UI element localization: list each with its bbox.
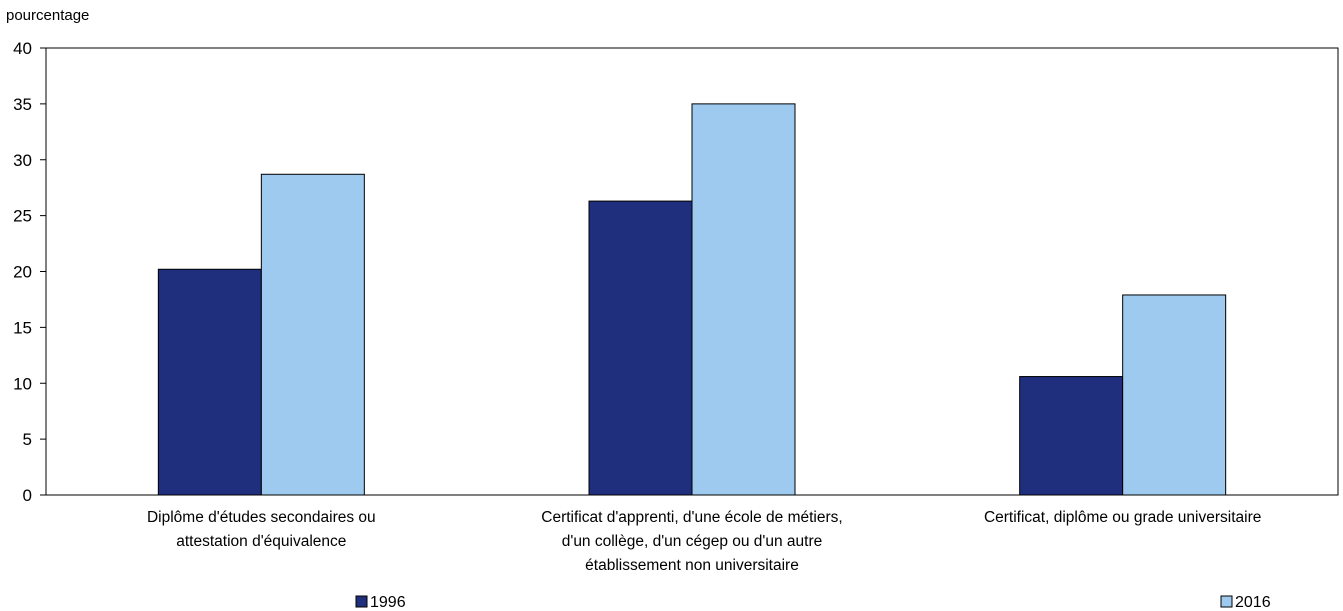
legend-label-1996: 1996 xyxy=(370,594,406,611)
y-tick-label: 20 xyxy=(13,263,32,282)
legend-swatch-1996 xyxy=(355,595,368,608)
y-axis-label: pourcentage xyxy=(6,7,89,24)
plot-area-frame xyxy=(45,47,1339,496)
y-axis-ticks: 0 5 10 15 20 25 30 35 40 xyxy=(13,39,46,505)
y-tick-label: 0 xyxy=(23,486,32,505)
bar-1996-3 xyxy=(1019,376,1124,496)
x-axis-category-labels: Diplôme d'études secondaires ou attestati… xyxy=(147,509,1261,574)
y-tick-label: 5 xyxy=(23,430,32,449)
x-category-label: Diplôme d'études secondaires ou xyxy=(147,509,376,526)
legend-swatch-2016 xyxy=(1220,595,1233,608)
bars xyxy=(157,103,1227,496)
y-tick-label: 30 xyxy=(13,151,32,170)
legend: 1996 2016 xyxy=(355,594,1271,611)
x-category-label: attestation d'équivalence xyxy=(176,533,346,550)
bar-2016-3 xyxy=(1122,294,1227,496)
y-tick-label: 10 xyxy=(13,374,32,393)
x-category-label: d'un collège, d'un cégep ou d'un autre xyxy=(562,533,823,550)
y-tick-label: 15 xyxy=(13,318,32,337)
legend-label-2016: 2016 xyxy=(1235,594,1271,611)
bar-2016-2 xyxy=(691,103,796,496)
y-tick-label: 25 xyxy=(13,207,32,226)
y-tick-label: 35 xyxy=(13,95,32,114)
x-category-label: Certificat, diplôme ou grade universitai… xyxy=(984,509,1261,526)
bar-1996-2 xyxy=(588,200,693,496)
y-tick-label: 40 xyxy=(13,39,32,58)
bar-2016-1 xyxy=(260,173,365,496)
x-category-label: établissement non universitaire xyxy=(585,557,799,574)
bar-1996-1 xyxy=(157,268,262,496)
x-category-label: Certificat d'apprenti, d'une école de mé… xyxy=(541,509,842,526)
